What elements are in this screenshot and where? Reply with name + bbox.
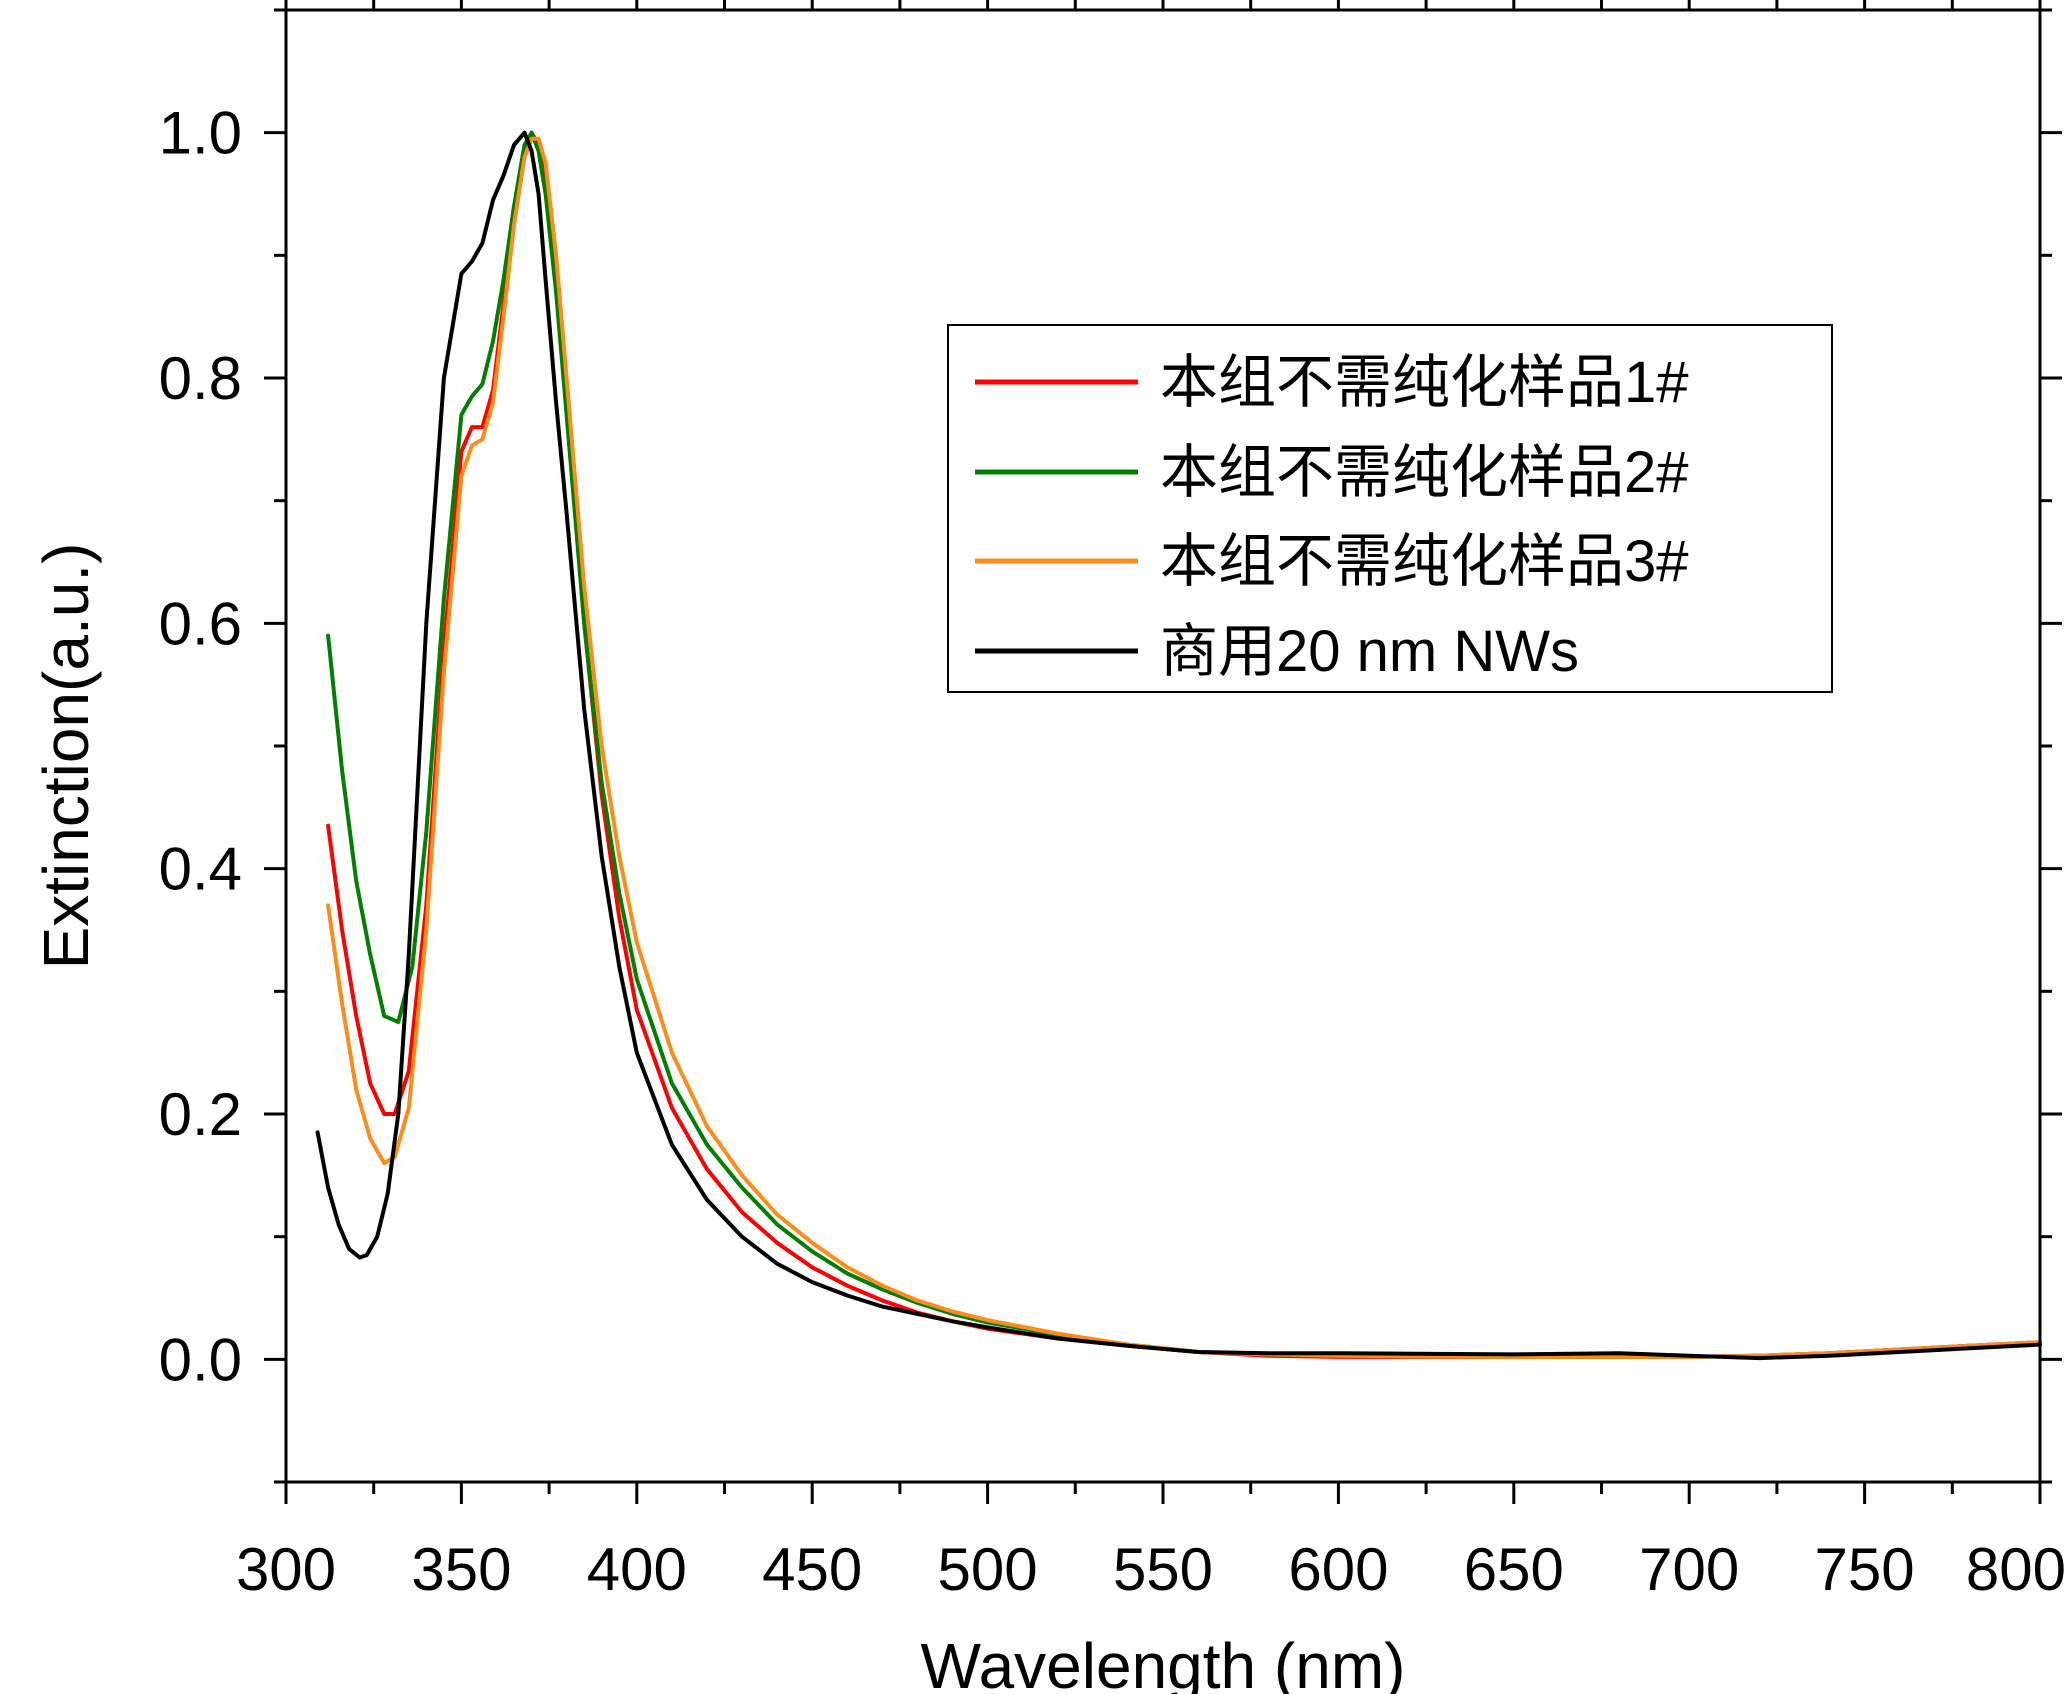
- x-tick-label: 400: [587, 1536, 687, 1603]
- legend-box: [947, 324, 1833, 693]
- axis-ticks: [264, 0, 2062, 1504]
- x-tick-label: 550: [1113, 1536, 1213, 1603]
- legend-label-2: 本组不需纯化样品2#: [1160, 440, 1689, 505]
- y-tick-label: 1.0: [159, 100, 242, 167]
- y-tick-label: 0.4: [159, 836, 242, 903]
- x-tick-label: 600: [1288, 1536, 1388, 1603]
- y-tick-label: 0.2: [159, 1081, 242, 1148]
- y-axis-title: Extinction(a.u.): [30, 543, 102, 970]
- y-tick-label: 0.0: [159, 1326, 242, 1393]
- y-tick-labels: 0.0 0.2 0.4 0.6 0.8 1.0: [159, 100, 242, 1394]
- legend-label-1: 本组不需纯化样品1#: [1160, 350, 1689, 415]
- series-line-4: [315, 130, 2042, 1361]
- x-tick-label: 750: [1815, 1536, 1915, 1603]
- y-tick-label: 0.8: [159, 345, 242, 412]
- plot-frame: [284, 8, 2042, 1484]
- x-axis-title: Wavelength (nm): [921, 1630, 1406, 1694]
- series-line-3: [326, 136, 2042, 1359]
- plot-series: [315, 130, 2042, 1361]
- legend-label-4: 商用20 nm NWs: [1160, 619, 1579, 684]
- y-tick-label: 0.6: [159, 590, 242, 657]
- x-tick-label: 800: [1966, 1536, 2066, 1603]
- legend: 本组不需纯化样品1# 本组不需纯化样品2# 本组不需纯化样品3# 商用20 nm NW…: [947, 324, 1833, 693]
- x-tick-label: 300: [236, 1536, 336, 1603]
- x-tick-label: 500: [938, 1536, 1038, 1603]
- x-tick-label: 350: [411, 1536, 511, 1603]
- x-tick-labels: 300 350 400 450 500 550 600 650 700 750 800: [236, 1536, 2066, 1603]
- series-line-1: [326, 130, 2042, 1359]
- x-tick-label: 700: [1639, 1536, 1739, 1603]
- x-tick-label: 650: [1464, 1536, 1564, 1603]
- legend-label-3: 本组不需纯化样品3#: [1160, 529, 1689, 594]
- series-line-2: [326, 130, 2042, 1359]
- x-tick-label: 450: [762, 1536, 862, 1603]
